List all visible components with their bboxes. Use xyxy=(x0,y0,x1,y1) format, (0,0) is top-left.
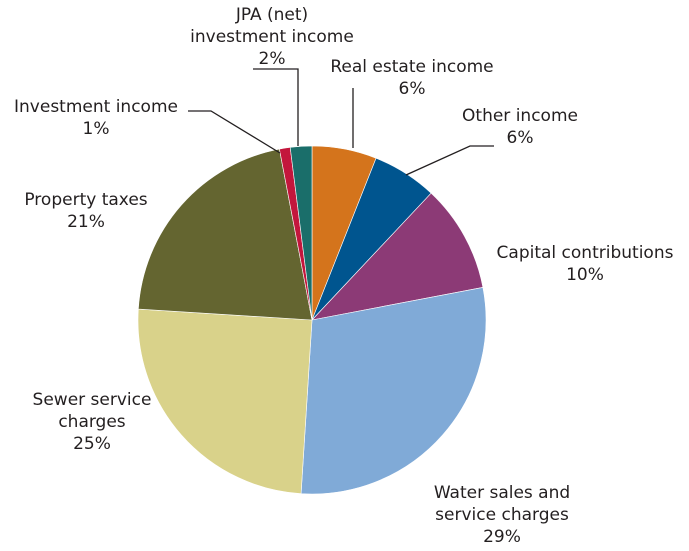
leader-line-2 xyxy=(405,145,494,176)
slice-name-label: service charges xyxy=(435,505,569,525)
slice-percent-label: 2% xyxy=(259,49,286,69)
slice-name-label: Investment income xyxy=(14,97,178,117)
pie-slice-4 xyxy=(300,287,487,495)
slice-percent-label: 6% xyxy=(399,79,426,99)
slice-percent-label: 21% xyxy=(67,212,105,232)
slice-name-label: Sewer service xyxy=(33,390,152,410)
leaders-layer xyxy=(188,68,494,176)
slices-layer xyxy=(137,145,487,495)
slice-name-label: investment income xyxy=(190,27,354,47)
pie-slice-8 xyxy=(289,145,313,321)
pie-slice-3 xyxy=(311,192,484,321)
slice-name-label: charges xyxy=(58,412,125,432)
slice-percent-label: 10% xyxy=(566,265,604,285)
slice-name-label: Property taxes xyxy=(24,190,147,210)
slice-percent-label: 6% xyxy=(507,128,534,148)
slice-name-label: Capital contributions xyxy=(497,243,674,263)
slice-percent-label: 25% xyxy=(73,434,111,454)
slice-percent-label: 1% xyxy=(83,119,110,139)
slice-name-label: Real estate income xyxy=(330,57,493,77)
slice-name-label: JPA (net) xyxy=(235,5,308,25)
slice-name-label: Water sales and xyxy=(434,483,570,503)
slice-name-label: Other income xyxy=(462,106,578,126)
pie-slice-6 xyxy=(138,148,313,321)
leader-line-7 xyxy=(188,110,281,154)
slice-percent-label: 29% xyxy=(483,527,521,547)
pie-slice-5 xyxy=(137,308,313,494)
leader-line-8 xyxy=(253,68,299,146)
